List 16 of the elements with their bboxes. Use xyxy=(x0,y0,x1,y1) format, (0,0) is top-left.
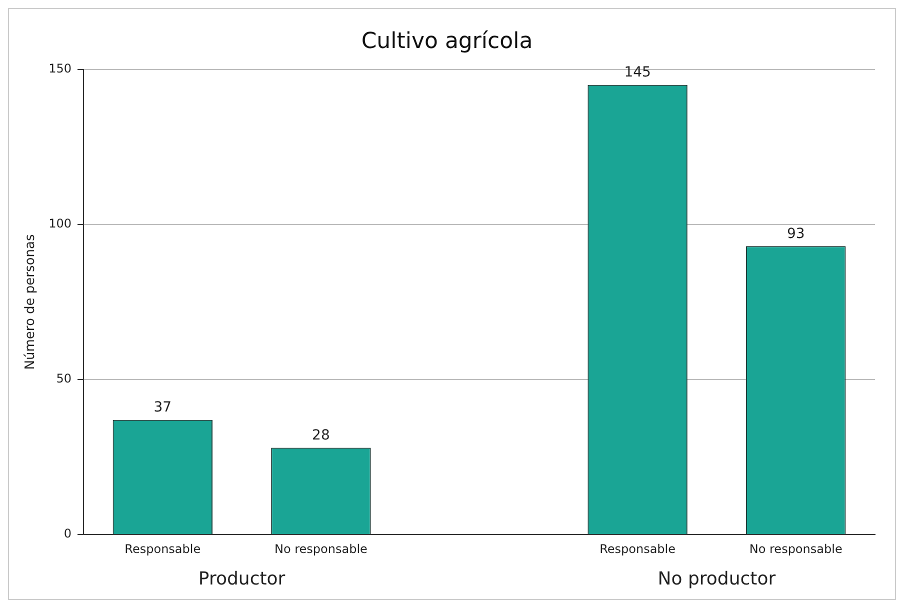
y-axis-title: Número de personas xyxy=(23,234,38,370)
x-tick-label: No responsable xyxy=(749,542,842,556)
x-tick-label: Responsable xyxy=(124,542,201,556)
y-tick-label: 0 xyxy=(64,526,72,541)
text: Productor xyxy=(198,568,286,590)
x-tick-label: Responsable xyxy=(600,542,676,556)
y-tick-label: 100 xyxy=(48,216,72,231)
x-tick-label: No responsable xyxy=(274,542,368,556)
data-label: 28 xyxy=(312,427,330,444)
data-label: 145 xyxy=(624,64,651,81)
text: No productor xyxy=(658,568,776,590)
data-label: 93 xyxy=(786,226,805,242)
y-tick-label: 50 xyxy=(56,372,72,386)
y-tick-label: 150 xyxy=(48,62,72,76)
data-label: 37 xyxy=(154,399,172,416)
chart-title: Cultivo agrícola xyxy=(361,28,533,54)
